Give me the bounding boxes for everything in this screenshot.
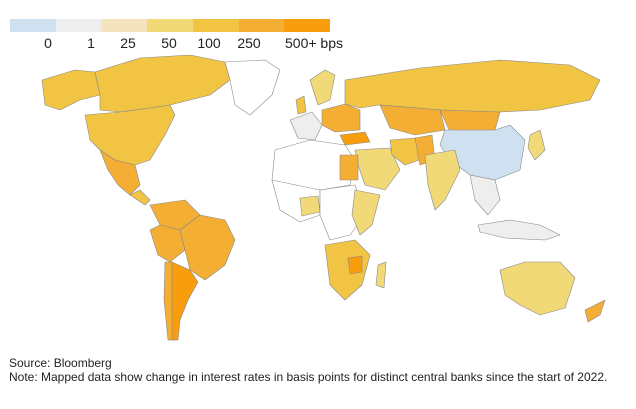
map-region-east-africa <box>351 189 381 236</box>
map-region-uk <box>295 95 307 115</box>
map-region-new-zealand <box>584 299 606 323</box>
legend-label-500: 500+ bps <box>285 35 343 51</box>
legend-swatch-0 <box>10 19 56 32</box>
legend-label-25: 25 <box>120 35 136 51</box>
color-legend: 0 1 25 50 100 250 500+ bps <box>10 19 343 59</box>
legend-swatch-500 <box>284 19 331 32</box>
map-region-alaska <box>41 69 101 111</box>
legend-swatch-25 <box>101 19 148 32</box>
map-region-greenland <box>224 59 281 116</box>
map-region-usa <box>84 104 176 166</box>
legend-label-0: 0 <box>44 35 52 51</box>
legend-label-1: 1 <box>87 35 95 51</box>
legend-swatch-250 <box>238 19 285 32</box>
legend-label-100: 100 <box>197 35 221 51</box>
map-region-india <box>424 149 461 211</box>
map-region-eastern-europe <box>321 103 361 133</box>
map-region-indonesia <box>477 219 561 241</box>
note-line: Note: Mapped data show change in interes… <box>9 369 608 384</box>
map-region-southern-africa <box>324 239 371 301</box>
legend-swatch-50 <box>147 19 193 32</box>
footnotes: Source: Bloomberg Note: Mapped data show… <box>9 356 619 384</box>
source-line: Source: Bloomberg <box>9 356 112 370</box>
world-map <box>41 55 606 341</box>
map-region-mexico <box>99 149 141 196</box>
map-region-western-europe <box>289 111 323 141</box>
legend-swatch-100 <box>192 19 239 32</box>
map-region-australia <box>499 261 576 316</box>
map-region-brazil <box>179 214 236 281</box>
map-region-canada <box>94 55 231 113</box>
legend-color-bar <box>10 19 331 32</box>
legend-swatch-1 <box>55 19 102 32</box>
map-region-madagascar <box>375 261 387 289</box>
map-region-central-america <box>129 189 151 206</box>
map-region-mongolia <box>439 109 501 133</box>
map-region-kazakhstan <box>379 104 446 136</box>
map-region-zimbabwe <box>347 255 363 275</box>
map-region-russia <box>344 59 601 113</box>
map-region-southeast-asia <box>469 174 501 216</box>
map-region-turkey <box>339 131 371 146</box>
map-region-scandinavia <box>309 69 336 106</box>
legend-label-250: 250 <box>237 35 261 51</box>
map-region-peru-bolivia <box>149 224 186 263</box>
map-region-japan-korea <box>527 129 546 161</box>
legend-label-50: 50 <box>161 35 177 51</box>
map-region-egypt <box>339 154 359 181</box>
map-region-argentina <box>171 261 199 341</box>
